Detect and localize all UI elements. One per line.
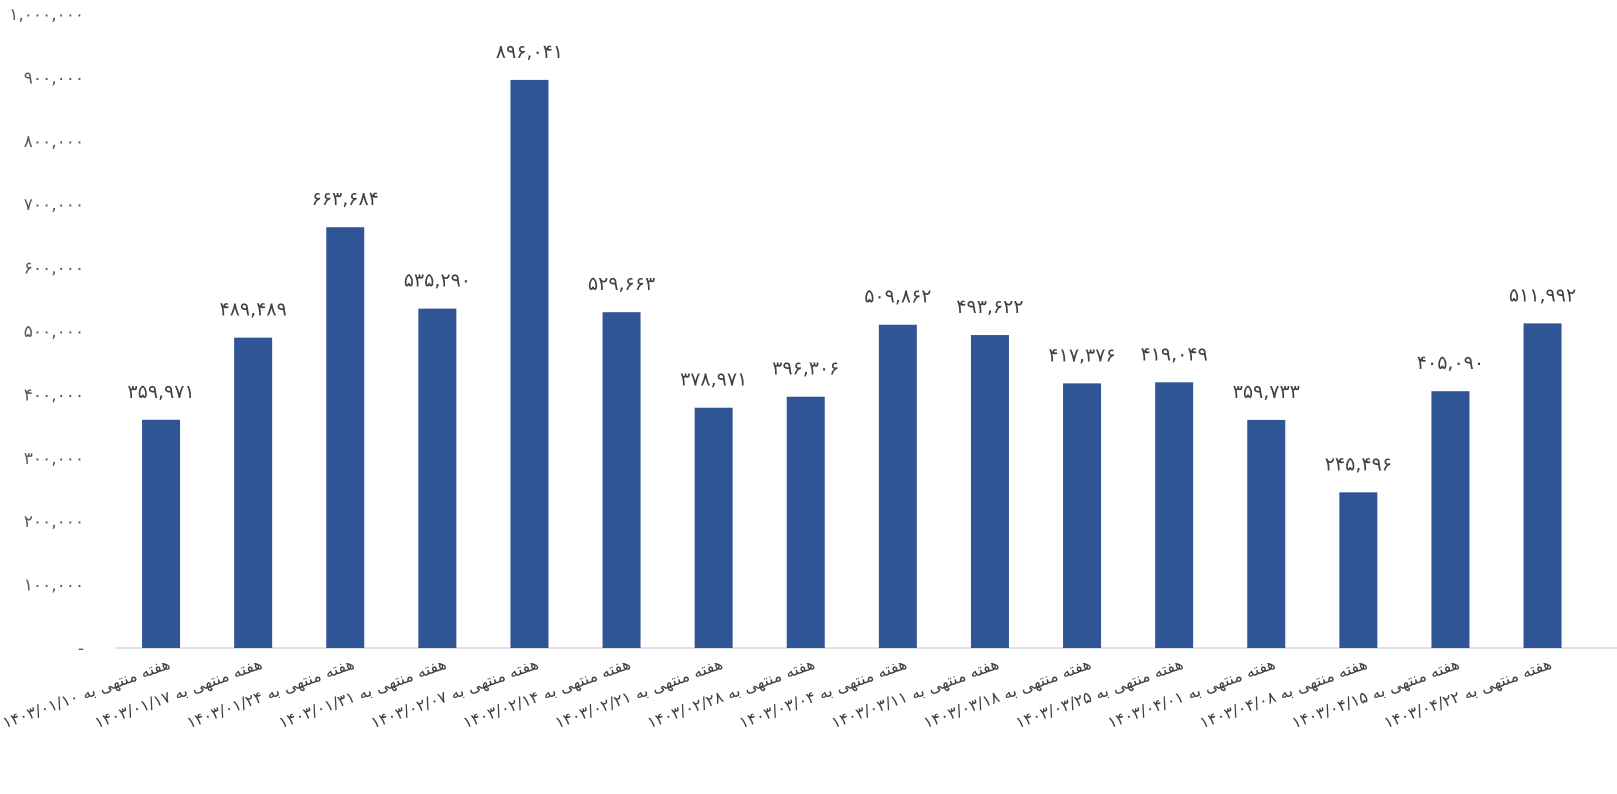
bar [1431,391,1470,648]
y-tick-label: ۶۰۰,۰۰۰ [24,259,84,279]
data-label: ۵۲۹,۶۶۳ [588,273,655,295]
data-label: ۴۸۹,۴۸۹ [220,299,287,321]
y-tick-label: - [78,639,84,659]
data-label: ۳۷۸,۹۷۱ [680,369,747,391]
bar [694,407,733,648]
bar [878,324,917,648]
bar [326,227,365,648]
bar [970,335,1009,648]
bar [1247,419,1286,648]
data-label: ۴۹۳,۶۲۲ [956,296,1023,318]
data-label: ۴۱۹,۰۴۹ [1141,343,1208,365]
data-label: ۴۰۵,۰۹۰ [1417,352,1484,374]
y-axis: - ۱۰۰,۰۰۰ ۲۰۰,۰۰۰ ۳۰۰,۰۰۰ ۴۰۰,۰۰۰ ۵۰۰,۰۰۰ ۶۰۰,… [9,5,84,659]
data-label: ۵۰۹,۸۶۲ [864,286,931,308]
data-label: ۳۵۹,۷۳۳ [1233,381,1300,403]
data-label: ۳۹۶,۳۰۶ [772,358,839,380]
data-label: ۵۳۵,۲۹۰ [404,270,471,292]
y-tick-label: ۱۰۰,۰۰۰ [24,576,84,596]
bar [418,308,457,648]
bar [786,396,825,648]
data-label: ۴۱۷,۳۷۶ [1048,344,1115,366]
bar [1523,323,1562,648]
y-tick-label: ۲۰۰,۰۰۰ [24,512,84,532]
y-tick-label: ۷۰۰,۰۰۰ [24,195,84,215]
bar [1155,382,1194,648]
bar [1339,492,1378,648]
bar [602,312,641,648]
y-tick-label: ۴۰۰,۰۰۰ [24,385,84,405]
y-tick-label: ۸۰۰,۰۰۰ [24,132,84,152]
bar [1063,383,1102,648]
y-tick-label: ۹۰۰,۰۰۰ [24,68,84,88]
data-label: ۶۶۳,۶۸۴ [312,188,379,210]
data-label: ۳۵۹,۹۷۱ [127,381,194,403]
bar [510,79,549,648]
data-label: ۲۴۵,۴۹۶ [1325,453,1392,475]
y-tick-label: ۳۰۰,۰۰۰ [24,449,84,469]
bar [142,419,181,648]
y-tick-label: ۱,۰۰۰,۰۰۰ [9,5,84,25]
data-labels: ۳۵۹,۹۷۱ ۴۸۹,۴۸۹ ۶۶۳,۶۸۴ ۵۳۵,۲۹۰ ۸۹۶,۰۴۱ ۵۲۹,۶… [127,41,1576,475]
bar [234,337,273,648]
x-tick-label: هفته منتهی به ۱۴۰۳/۰۴/۲۲ [1381,654,1554,733]
data-label: ۵۱۱,۹۹۲ [1509,284,1576,306]
y-tick-label: ۵۰۰,۰۰۰ [24,322,84,342]
data-label: ۸۹۶,۰۴۱ [496,41,563,63]
bars [142,79,1562,648]
